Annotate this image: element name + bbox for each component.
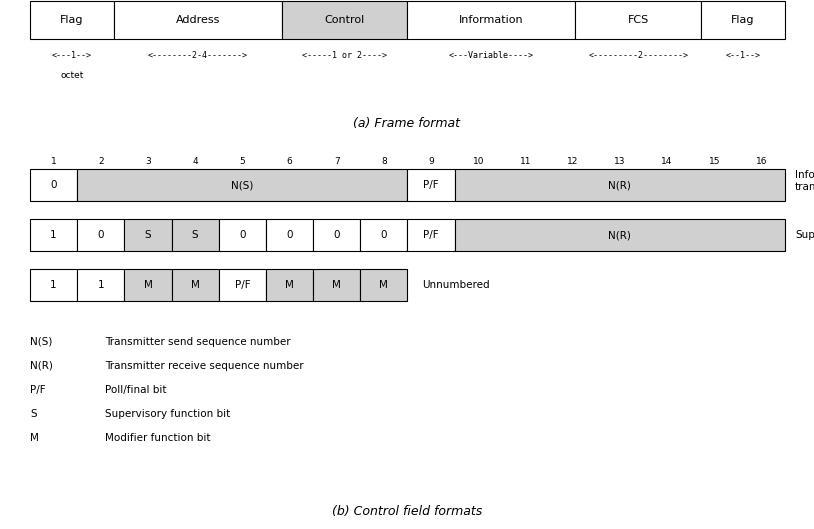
Text: 13: 13 [614,157,626,166]
Text: Information: Information [459,15,523,25]
Bar [30,219,77,251]
Text: 0: 0 [50,180,57,190]
Bar [30,1,114,39]
Text: <---1-->: <---1--> [52,50,92,59]
Text: Address: Address [176,15,220,25]
Text: Supervisory function bit: Supervisory function bit [105,409,230,419]
Text: Information
transfer: Information transfer [795,170,814,192]
Bar [77,169,408,201]
Text: 4: 4 [192,157,198,166]
Text: Modifier function bit: Modifier function bit [105,433,211,443]
Text: <--1-->: <--1--> [725,50,760,59]
Text: 0: 0 [334,230,340,240]
Text: 16: 16 [755,157,767,166]
Bar [455,219,785,251]
Text: M: M [285,280,294,290]
Bar [701,1,785,39]
Text: <-----1 or 2---->: <-----1 or 2----> [302,50,387,59]
Text: Control: Control [325,15,365,25]
Text: 14: 14 [661,157,672,166]
Text: 2: 2 [98,157,103,166]
Bar [266,269,313,301]
Text: 0: 0 [287,230,293,240]
Bar [408,1,575,39]
Text: Transmitter receive sequence number: Transmitter receive sequence number [105,361,304,371]
Text: 11: 11 [519,157,532,166]
Text: Flag: Flag [731,15,755,25]
Bar [114,1,282,39]
Text: 1: 1 [50,230,57,240]
Text: 0: 0 [381,230,387,240]
Bar [125,219,172,251]
Bar [172,219,219,251]
Text: 9: 9 [428,157,434,166]
Bar [282,1,408,39]
Text: 7: 7 [334,157,339,166]
Text: 10: 10 [473,157,484,166]
Text: M: M [143,280,152,290]
Text: 0: 0 [239,230,246,240]
Bar [30,169,77,201]
Text: FCS: FCS [628,15,649,25]
Text: P/F: P/F [30,385,46,395]
Text: N(R): N(R) [608,180,632,190]
Text: <--------2-4------->: <--------2-4-------> [148,50,247,59]
Text: M: M [379,280,388,290]
Text: octet: octet [60,70,84,79]
Bar [77,269,125,301]
Text: S: S [145,230,151,240]
Text: 3: 3 [145,157,151,166]
Text: (b) Control field formats: (b) Control field formats [332,505,482,517]
Text: <---Variable---->: <---Variable----> [449,50,534,59]
Bar [408,169,455,201]
Text: (a) Frame format: (a) Frame format [353,117,461,131]
Text: M: M [30,433,39,443]
Text: Unnumbered: Unnumbered [422,280,490,290]
Text: 0: 0 [98,230,104,240]
Bar [575,1,701,39]
Text: M: M [332,280,341,290]
Text: N(S): N(S) [231,180,253,190]
Text: S: S [192,230,199,240]
Text: M: M [190,280,199,290]
Bar [266,219,313,251]
Text: Supervisory: Supervisory [795,230,814,240]
Text: Transmitter send sequence number: Transmitter send sequence number [105,337,291,347]
Bar [30,269,77,301]
Text: 8: 8 [381,157,387,166]
Bar [172,269,219,301]
Bar [313,269,361,301]
Text: 1: 1 [50,157,56,166]
Bar [361,269,408,301]
Text: N(R): N(R) [30,361,53,371]
Text: N(R): N(R) [608,230,632,240]
Text: Poll/final bit: Poll/final bit [105,385,167,395]
Bar [125,269,172,301]
Bar [408,219,455,251]
Bar [77,219,125,251]
Text: S: S [30,409,37,419]
Bar [313,219,361,251]
Text: 1: 1 [50,280,57,290]
Text: P/F: P/F [423,180,439,190]
Bar [361,219,408,251]
Text: 1: 1 [98,280,104,290]
Text: 12: 12 [567,157,578,166]
Bar [219,219,266,251]
Text: 5: 5 [239,157,245,166]
Bar [455,169,785,201]
Text: <---------2-------->: <---------2--------> [589,50,688,59]
Text: P/F: P/F [234,280,250,290]
Text: 15: 15 [708,157,720,166]
Bar [219,269,266,301]
Text: P/F: P/F [423,230,439,240]
Text: 6: 6 [287,157,292,166]
Text: Flag: Flag [60,15,84,25]
Text: N(S): N(S) [30,337,52,347]
